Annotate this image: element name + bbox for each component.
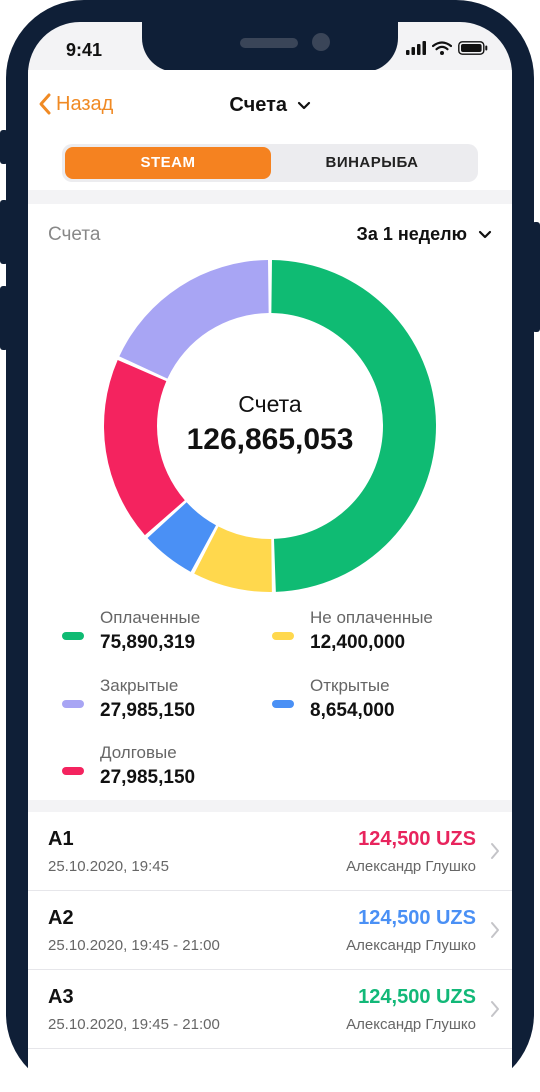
back-button[interactable]: Назад bbox=[38, 92, 113, 116]
legend-name: Не оплаченные bbox=[310, 608, 433, 627]
volume-down-button bbox=[0, 286, 8, 350]
legend-name: Оплаченные bbox=[100, 608, 201, 627]
invoice-person: Александр Глушко bbox=[346, 937, 476, 954]
legend-swatch bbox=[272, 632, 294, 640]
screen: 9:41 Назад Счета STEAM ВИНАРЫБА bbox=[28, 22, 512, 1092]
signal-icon bbox=[406, 41, 426, 55]
chevron-right-icon bbox=[491, 1001, 499, 1017]
notch bbox=[142, 22, 398, 72]
legend-name: Открытые bbox=[310, 676, 390, 695]
chart-center-total: 126,865,053 bbox=[187, 423, 354, 456]
invoice-date: 25.10.2020, 19:45 - 21:00 bbox=[48, 1016, 220, 1033]
front-camera bbox=[312, 33, 330, 51]
list-item-partial[interactable] bbox=[28, 1049, 512, 1092]
legend-swatch bbox=[62, 700, 84, 708]
legend-item-paid: Оплаченные 75,890,319 bbox=[62, 608, 200, 654]
back-label: Назад bbox=[56, 92, 114, 115]
status-icons bbox=[406, 40, 488, 56]
donut-slice-2 bbox=[194, 526, 272, 592]
power-button bbox=[532, 222, 540, 332]
wifi-icon bbox=[432, 41, 452, 55]
volume-up-button bbox=[0, 200, 8, 264]
donut-slice-5 bbox=[119, 260, 269, 379]
list-item[interactable]: A1 25.10.2020, 19:45 124,500 UZS Алексан… bbox=[28, 812, 512, 891]
legend-item-closed: Закрытые 27,985,150 bbox=[62, 676, 195, 722]
invoice-amount: 124,500 UZS bbox=[358, 986, 476, 1008]
mute-switch bbox=[0, 130, 8, 164]
legend-item-debt: Долговые 27,985,150 bbox=[62, 743, 195, 789]
donut-slice-3 bbox=[147, 502, 217, 572]
period-label: За 1 неделю bbox=[356, 224, 467, 244]
legend-swatch bbox=[62, 767, 84, 775]
period-dropdown[interactable]: За 1 неделю bbox=[357, 224, 492, 245]
legend-name: Закрытые bbox=[100, 676, 179, 695]
page-title-dropdown[interactable]: Счета bbox=[28, 94, 512, 117]
legend-swatch bbox=[62, 632, 84, 640]
invoice-amount: 124,500 UZS bbox=[358, 828, 476, 850]
legend-value: 8,654,000 bbox=[310, 700, 395, 721]
header: Назад Счета STEAM ВИНАРЫБА bbox=[28, 70, 512, 190]
donut-slice-4 bbox=[104, 359, 185, 536]
legend-value: 75,890,319 bbox=[100, 632, 196, 653]
invoice-date: 25.10.2020, 19:45 - 21:00 bbox=[48, 937, 220, 954]
chevron-right-icon bbox=[491, 922, 499, 938]
status-time: 9:41 bbox=[66, 40, 103, 60]
battery-icon bbox=[458, 41, 488, 55]
summary-label: Счета bbox=[48, 224, 101, 245]
legend-item-open: Открытые 8,654,000 bbox=[272, 676, 395, 722]
list-item[interactable]: A3 25.10.2020, 19:45 - 21:00 124,500 UZS… bbox=[28, 970, 512, 1049]
chevron-right-icon bbox=[491, 843, 499, 859]
donut-slice-1 bbox=[271, 260, 437, 592]
speaker bbox=[240, 38, 298, 48]
legend-swatch bbox=[272, 700, 294, 708]
invoice-person: Александр Глушко bbox=[346, 1016, 476, 1033]
legend-item-unpaid: Не оплаченные 12,400,000 bbox=[272, 608, 433, 654]
invoice-name: A1 bbox=[48, 828, 74, 850]
chevron-left-icon bbox=[39, 93, 51, 115]
invoice-name: A2 bbox=[48, 907, 74, 929]
legend-value: 12,400,000 bbox=[310, 632, 406, 653]
tab-vinaryba[interactable]: ВИНАРЫБА bbox=[325, 154, 419, 171]
chevron-down-icon bbox=[478, 231, 492, 239]
invoice-name: A3 bbox=[48, 986, 74, 1008]
chart-center-title: Счета bbox=[238, 391, 302, 417]
invoice-date: 25.10.2020, 19:45 bbox=[48, 858, 169, 875]
donut-chart: Счета 126,865,053 bbox=[104, 260, 437, 592]
company-switcher: STEAM ВИНАРЫБА bbox=[62, 144, 478, 182]
invoice-list: A1 25.10.2020, 19:45 124,500 UZS Алексан… bbox=[28, 812, 512, 1092]
legend-value: 27,985,150 bbox=[100, 767, 196, 788]
chevron-down-icon bbox=[297, 101, 310, 109]
tab-steam[interactable]: STEAM bbox=[65, 147, 271, 179]
legend-name: Долговые bbox=[100, 743, 177, 762]
page-title: Счета bbox=[229, 94, 287, 116]
list-item[interactable]: A2 25.10.2020, 19:45 - 21:00 124,500 UZS… bbox=[28, 891, 512, 970]
summary-card: Счета За 1 неделю Счета 126,865,053 Опла… bbox=[28, 204, 512, 800]
invoice-person: Александр Глушко bbox=[346, 858, 476, 875]
legend-value: 27,985,150 bbox=[100, 700, 196, 721]
invoice-amount: 124,500 UZS bbox=[358, 907, 476, 929]
